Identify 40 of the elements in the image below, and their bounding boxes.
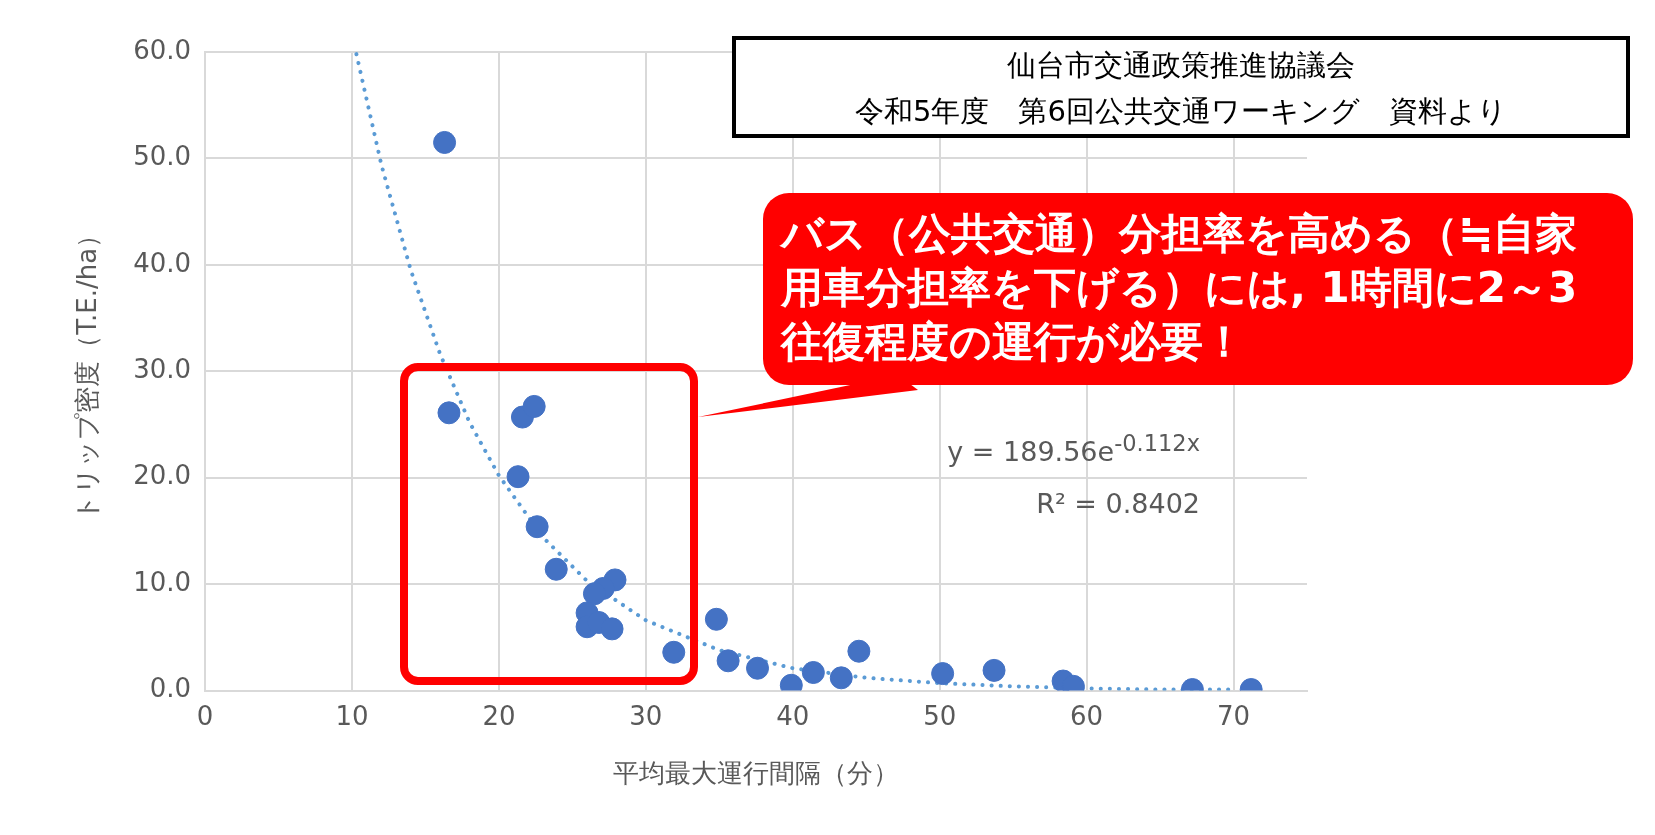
y-tick-label: 40.0: [133, 247, 192, 278]
point: [662, 640, 686, 664]
y-tick-label: 30.0: [133, 354, 192, 385]
point: [582, 582, 606, 606]
point: [704, 607, 728, 631]
y-tick-label: 60.0: [133, 34, 192, 65]
point: [982, 658, 1006, 682]
point: [801, 661, 825, 685]
y-tick-label: 50.0: [133, 141, 192, 172]
y-tick-label: 20.0: [133, 460, 192, 491]
y-tick-label: 10.0: [133, 566, 192, 597]
point: [847, 639, 871, 663]
x-tick-label: 60: [1070, 700, 1104, 731]
point: [433, 130, 457, 154]
point: [437, 401, 461, 425]
x-tick-label: 10: [335, 700, 369, 731]
annotation: 令和5年度 第6回公共交通ワーキング 資料より: [854, 93, 1508, 130]
point: [746, 656, 770, 680]
point: [716, 649, 740, 673]
annotation: R² = 0.8402: [1036, 488, 1200, 519]
point: [829, 666, 853, 690]
y-tick-label: 0.0: [149, 673, 192, 704]
point: [600, 617, 624, 641]
x-tick-label: 50: [923, 700, 957, 731]
text-box: 仙台市交通政策推進協議会 令和5年度 第6回公共交通ワーキング 資料より: [732, 36, 1630, 138]
x-tick-label: 0: [196, 700, 214, 731]
point: [544, 557, 568, 581]
x-tick-label: 30: [629, 700, 663, 731]
annotation: バス（公共交通）分担率を高める（≒自家用車分担率を下げる）には, 1時間に2～3往復程度の運行が必要！: [763, 193, 1633, 385]
point: [506, 465, 530, 489]
y-axis-title: トリップ密度（T.E./ha）: [72, 221, 103, 521]
point: [931, 662, 955, 686]
x-tick-label: 70: [1216, 700, 1251, 731]
annotation: 仙台市交通政策推進協議会: [1006, 47, 1356, 84]
point: [525, 515, 549, 539]
x-tick-label: 20: [482, 700, 516, 731]
point: [522, 394, 546, 418]
annotation: y = 189.56e$^{-0.112x}$: [947, 430, 1200, 467]
x-tick-label: 40: [776, 700, 810, 731]
x-axis-title: 平均最大運行間隔（分）: [613, 758, 900, 789]
